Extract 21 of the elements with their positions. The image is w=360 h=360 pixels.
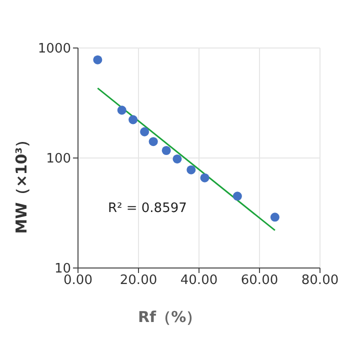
x-tick-label: 80.00 [301, 273, 339, 288]
x-axis-title: Rf（%） [138, 308, 202, 327]
point [117, 106, 126, 115]
point [93, 55, 102, 64]
point [232, 192, 242, 201]
x-tick-label: 0.00 [64, 273, 92, 288]
point [148, 137, 158, 146]
point [128, 115, 138, 124]
x-tick-label: 20.00 [120, 273, 158, 288]
point [186, 165, 196, 174]
annotation: R² = 0.8597 [108, 201, 187, 216]
y-tick-label: 100 [46, 152, 71, 167]
point [200, 173, 210, 182]
point [140, 127, 150, 136]
point [172, 154, 182, 164]
point [162, 146, 171, 156]
point [270, 212, 280, 222]
y-tick-label: 1000 [38, 42, 71, 57]
x-tick-label: 60.00 [240, 273, 278, 288]
y-axis-title: MW（×10³） [12, 132, 32, 234]
x-tick-label: 40.00 [180, 273, 218, 288]
